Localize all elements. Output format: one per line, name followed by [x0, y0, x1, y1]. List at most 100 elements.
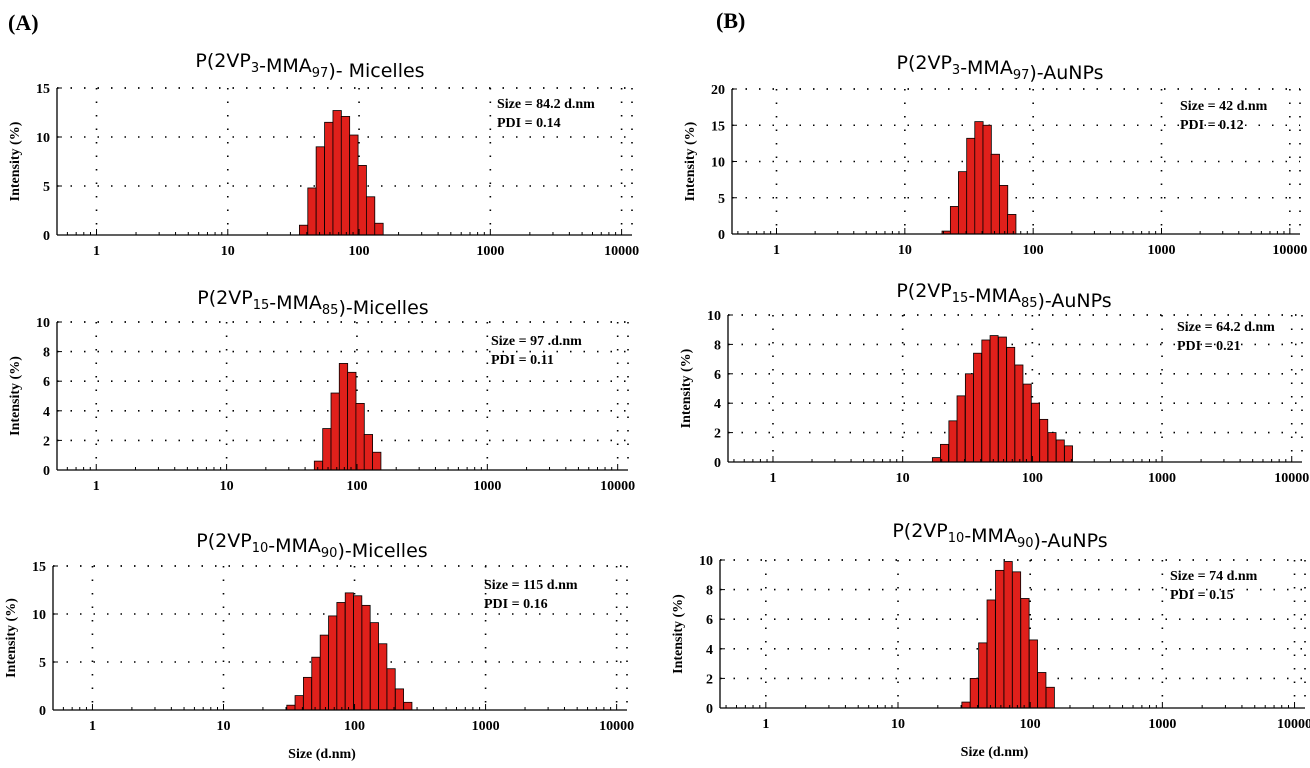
x-tick-label: 10 — [896, 471, 910, 486]
y-tick-label: 10 — [36, 316, 50, 331]
y-tick-label: 4 — [706, 643, 713, 658]
y-tick-label: 10 — [36, 131, 50, 146]
bar — [349, 134, 359, 236]
y-tick-label: 10 — [699, 554, 713, 569]
y-tick-label: 2 — [714, 427, 721, 442]
bar — [315, 146, 325, 236]
bar — [340, 116, 351, 236]
y-tick-label: 20 — [711, 83, 725, 98]
chart-2: P(2VP15-MMA85)-Micelles 1 10 100 1000 10000 0 2… — [8, 287, 635, 494]
chart-title: P(2VP3-MMA97)-AuNPs — [896, 52, 1103, 84]
bar — [344, 592, 354, 711]
bar — [332, 110, 342, 236]
bar — [357, 165, 367, 236]
y-tick-label: 4 — [43, 405, 50, 420]
bar — [361, 604, 371, 711]
pdi-annotation: PDI = 0.11 — [491, 353, 554, 368]
bar — [330, 392, 340, 471]
bar — [982, 124, 992, 235]
x-tick-label: 1 — [769, 471, 776, 486]
x-tick-label: 10000 — [599, 719, 634, 734]
bar — [981, 339, 991, 463]
x-tick-label: 1 — [762, 717, 769, 732]
bar — [311, 656, 321, 711]
panel-label-b: (B) — [716, 8, 745, 33]
y-tick-label: 8 — [43, 346, 50, 361]
y-tick-label: 15 — [36, 82, 50, 97]
bar — [338, 363, 349, 471]
bar — [1047, 432, 1057, 463]
x-tick-label: 1 — [773, 243, 780, 258]
pdi-annotation: PDI = 0.21 — [1177, 339, 1241, 354]
bar — [363, 434, 373, 471]
bar — [978, 642, 988, 709]
chart-title: P(2VP10-MMA90)-AuNPs — [892, 520, 1107, 552]
x-tick-label: 100 — [344, 719, 365, 734]
x-tick-label: 1 — [89, 719, 96, 734]
y-tick-label: 8 — [714, 338, 721, 353]
chart-6: P(2VP10-MMA90)-AuNPs 1 10 100 1000 10000 0 2 4 6 8… — [671, 520, 1310, 760]
bar — [313, 460, 324, 471]
bar — [973, 352, 982, 463]
x-tick-label: 1000 — [1148, 243, 1176, 258]
bar — [365, 196, 376, 236]
y-tick-label: 0 — [718, 228, 725, 243]
bar — [353, 595, 363, 711]
y-tick-label: 2 — [43, 434, 50, 449]
bar — [986, 599, 996, 709]
y-axis-title: Intensity (%) — [683, 121, 698, 201]
x-tick-label: 100 — [1022, 471, 1043, 486]
bar — [1003, 561, 1013, 709]
y-tick-label: 0 — [714, 456, 721, 471]
chart-5: P(2VP15-MMA85)-AuNPs 1 10 100 1000 10000 0 2 4 6 8… — [679, 280, 1309, 486]
bar — [1011, 571, 1022, 709]
y-axis-title: Intensity (%) — [8, 356, 23, 436]
x-tick-label: 1 — [93, 479, 100, 494]
x-tick-label: 1000 — [1148, 471, 1176, 486]
bar — [969, 678, 979, 709]
y-tick-label: 2 — [706, 672, 713, 687]
x-tick-label: 10000 — [1274, 471, 1309, 486]
bar — [1028, 639, 1038, 709]
bar — [374, 222, 384, 236]
x-tick-label: 10000 — [604, 244, 639, 259]
bar — [1007, 214, 1017, 235]
y-tick-label: 5 — [718, 192, 725, 207]
x-tick-label: 1000 — [473, 479, 501, 494]
x-tick-label: 10 — [220, 479, 234, 494]
x-tick-label: 10 — [891, 717, 905, 732]
y-tick-label: 6 — [714, 368, 721, 383]
x-tick-label: 10 — [216, 719, 230, 734]
chart-1: P(2VP3-MMA97)- Micelles 1 10 100 1000 10000 0 5… — [8, 50, 639, 259]
bar — [931, 457, 941, 463]
bar — [949, 206, 960, 235]
y-tick-label: 10 — [707, 309, 721, 324]
bar — [974, 121, 984, 235]
chart-title: P(2VP15-MMA85)-AuNPs — [896, 280, 1111, 312]
bar — [319, 634, 329, 711]
x-tick-label: 100 — [349, 244, 370, 259]
bar — [1014, 364, 1024, 463]
bar — [378, 643, 388, 711]
x-axis-title: Size (d.nm) — [288, 747, 356, 762]
y-tick-label: 10 — [32, 608, 46, 623]
pdi-annotation: PDI = 0.12 — [1180, 118, 1244, 133]
bar — [347, 371, 357, 471]
pdi-annotation: PDI = 0.16 — [484, 597, 548, 612]
bar — [372, 451, 382, 471]
y-tick-label: 6 — [43, 375, 50, 390]
y-axis-title: Intensity (%) — [671, 594, 686, 674]
bar — [966, 137, 976, 235]
chart-4: P(2VP3-MMA97)-AuNPs 1 10 100 1000 10000 0 5 10 15… — [683, 52, 1307, 258]
bar — [303, 676, 313, 711]
x-tick-label: 10000 — [600, 479, 635, 494]
bar — [964, 373, 974, 463]
bar — [336, 602, 346, 711]
y-tick-label: 0 — [43, 229, 50, 244]
y-tick-label: 4 — [714, 397, 721, 412]
y-tick-label: 6 — [706, 613, 713, 628]
y-tick-label: 0 — [706, 702, 713, 717]
bar — [990, 153, 1000, 235]
x-tick-label: 100 — [1023, 243, 1044, 258]
panel-label-a: (A) — [8, 10, 39, 35]
